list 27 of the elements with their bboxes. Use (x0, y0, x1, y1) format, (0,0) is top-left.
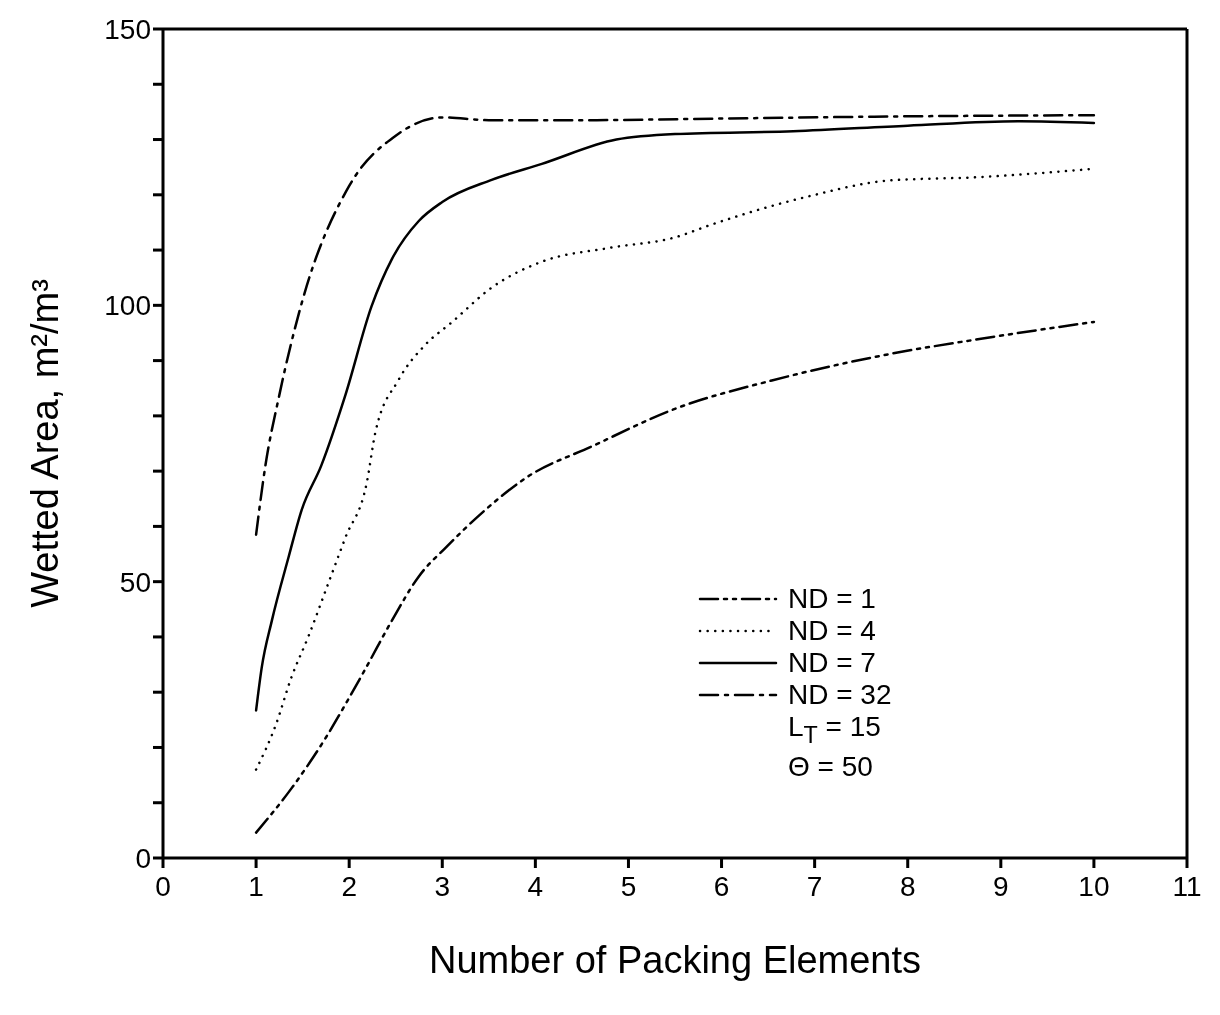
x-tick-label: 0 (155, 870, 171, 902)
y-tick-label: 150 (104, 13, 151, 45)
line-series (254, 320, 1096, 834)
x-tick-label: 9 (993, 870, 1009, 902)
x-tick-label: 2 (341, 870, 357, 902)
line-series (254, 113, 1096, 536)
x-tick-label: 5 (620, 870, 637, 902)
x-tick-label: 7 (806, 870, 823, 902)
x-tick-label: 4 (527, 870, 544, 902)
x-tick-label: 8 (899, 870, 916, 902)
x-axis-title: Number of Packing Elements (428, 939, 922, 981)
x-tick-label: 10 (1078, 870, 1110, 902)
y-tick-label: 0 (135, 842, 151, 874)
legend-label: ND = 4 (788, 615, 876, 647)
y-axis-title: Wetted Area, m²/m³ (24, 279, 66, 608)
y-tick-label: 50 (119, 566, 151, 598)
legend-label: ND = 1 (788, 583, 876, 615)
legend-label: ND = 32 (788, 679, 892, 711)
x-tick-label: 1 (248, 870, 264, 902)
annotation: Θ = 50 (788, 750, 874, 783)
x-tick-label: 3 (434, 870, 451, 902)
x-tick-label: 6 (713, 870, 730, 902)
annotation: L$_{T}$ = 15 (788, 711, 882, 750)
line-series (254, 120, 1096, 712)
x-tick-label: 11 (1172, 870, 1202, 902)
y-tick-label: 100 (104, 290, 151, 322)
legend-label: ND = 7 (788, 647, 876, 679)
